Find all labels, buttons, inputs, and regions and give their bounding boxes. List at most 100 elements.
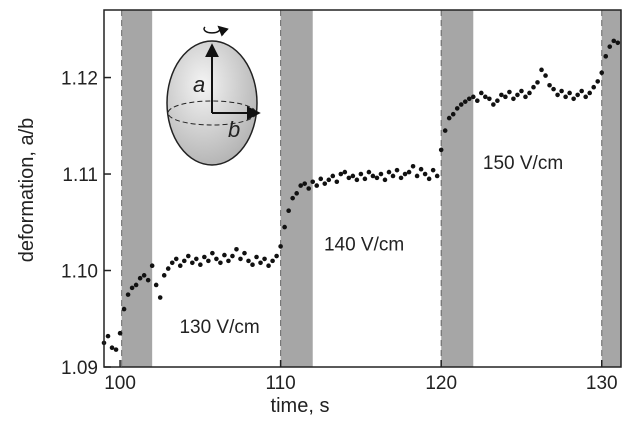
data-point — [190, 260, 195, 266]
data-point — [483, 94, 488, 100]
data-point — [382, 177, 388, 183]
data-points — [101, 38, 621, 352]
y-tick-label: 1.12 — [61, 69, 98, 90]
data-point — [511, 96, 516, 102]
data-point — [358, 171, 364, 177]
data-point — [458, 102, 464, 107]
data-point — [342, 169, 348, 175]
plot-frame — [103, 9, 622, 368]
data-point — [121, 306, 127, 312]
annotation: 150 V/cm — [483, 153, 563, 174]
data-point — [575, 92, 580, 98]
data-point — [491, 102, 496, 107]
data-point — [173, 256, 179, 262]
data-point — [125, 292, 131, 297]
data-point — [499, 92, 504, 98]
inset-label: b — [228, 117, 240, 142]
data-point — [157, 295, 163, 300]
data-point — [466, 96, 472, 102]
shaded-region — [121, 10, 153, 367]
data-point — [479, 90, 484, 96]
data-point — [406, 169, 412, 175]
x-tick-label: 100 — [104, 373, 136, 394]
data-point — [474, 98, 480, 103]
data-point — [410, 164, 416, 169]
data-point — [129, 285, 135, 291]
data-point — [222, 252, 227, 258]
data-point — [607, 44, 613, 49]
data-point — [270, 258, 275, 264]
data-point — [262, 256, 267, 262]
data-point — [210, 250, 215, 256]
data-point — [503, 94, 508, 100]
data-point — [515, 92, 520, 98]
data-point — [418, 166, 424, 172]
data-point — [306, 186, 312, 191]
data-point — [302, 181, 307, 186]
data-point — [527, 90, 532, 96]
data-point — [238, 256, 243, 262]
data-point — [145, 277, 151, 283]
data-point — [438, 147, 444, 153]
data-point — [181, 258, 187, 264]
data-point — [346, 175, 352, 181]
inset-ellipse: a b — [166, 25, 261, 166]
y-tick-label: 1.09 — [61, 358, 98, 379]
data-point — [326, 177, 332, 183]
data-point — [555, 92, 560, 98]
data-point — [599, 70, 605, 76]
data-point — [591, 84, 597, 90]
data-point — [278, 244, 283, 249]
data-point — [294, 191, 299, 196]
data-point — [177, 263, 183, 268]
data-point — [149, 263, 155, 268]
data-point — [414, 173, 420, 179]
data-point — [165, 266, 171, 271]
data-point — [426, 176, 432, 182]
data-point — [454, 106, 460, 111]
data-point — [242, 250, 247, 256]
annotation: 140 V/cm — [324, 234, 404, 255]
data-point — [523, 94, 528, 100]
y-tick-label: 1.11 — [62, 165, 98, 186]
data-point — [571, 96, 576, 102]
data-point — [230, 253, 235, 259]
data-point — [318, 176, 324, 182]
data-point — [603, 54, 609, 59]
data-point — [141, 273, 147, 278]
data-point — [470, 94, 476, 100]
data-point — [507, 89, 512, 95]
data-point — [153, 282, 159, 288]
data-point — [394, 167, 400, 173]
data-point — [226, 258, 231, 264]
data-point — [169, 260, 175, 266]
data-point — [595, 79, 601, 84]
data-point — [338, 171, 344, 177]
data-point — [133, 282, 139, 288]
data-point — [322, 181, 328, 186]
data-point — [390, 173, 396, 179]
y-axis-label: deformation, a/b — [16, 118, 38, 263]
data-point — [434, 173, 440, 179]
data-point — [330, 173, 336, 179]
data-point — [370, 173, 376, 179]
data-point — [462, 99, 468, 104]
data-point — [531, 84, 536, 90]
axes: 100 110 120 130 1.09 1.10 1.11 1.12 130 V/cm 140 … — [61, 9, 622, 394]
data-point — [543, 73, 548, 78]
data-point — [535, 80, 540, 85]
x-tick-label: 120 — [425, 373, 457, 394]
data-point — [450, 111, 456, 117]
data-point — [113, 347, 119, 352]
data-point — [374, 175, 380, 181]
data-point — [354, 177, 360, 183]
data-point — [446, 115, 452, 121]
data-point — [583, 94, 588, 100]
data-point — [539, 67, 544, 73]
data-point — [310, 179, 316, 185]
x-tick-label: 110 — [265, 373, 295, 394]
data-point — [246, 258, 251, 264]
data-point — [185, 253, 191, 259]
x-axis-label: time, s — [271, 395, 330, 417]
data-point — [366, 169, 372, 175]
